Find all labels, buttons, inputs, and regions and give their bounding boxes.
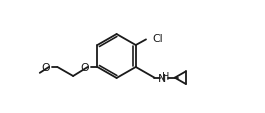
Text: Cl: Cl [152,34,163,44]
Text: H: H [162,71,169,81]
Text: O: O [80,62,89,72]
Text: N: N [158,73,167,83]
Text: O: O [41,62,50,72]
